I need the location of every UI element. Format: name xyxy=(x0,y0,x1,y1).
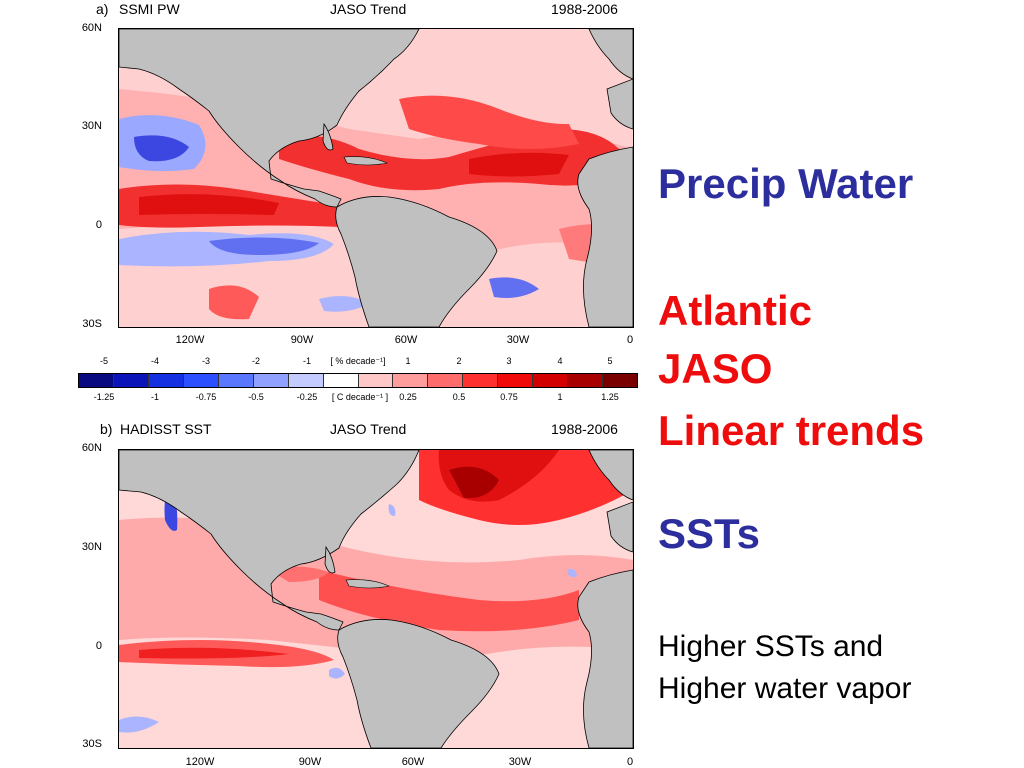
lat-label: 0 xyxy=(95,640,102,652)
lat-label: 0 xyxy=(95,219,102,231)
colorbar-tick: 4 xyxy=(557,356,563,366)
colorbar-tick: 2 xyxy=(456,356,462,366)
panel-a-title-right: 1988-2006 xyxy=(551,1,618,17)
colorbar-tick: -1.25 xyxy=(93,392,115,402)
heading-ssts: SSTs xyxy=(658,510,760,557)
colorbar-swatch xyxy=(393,374,429,387)
colorbar-swatch xyxy=(603,374,637,387)
lon-label: 60W xyxy=(394,334,418,346)
panel-b-header: b) HADISST SST JASO Trend 1988-2006 xyxy=(0,420,650,440)
panel-b-title-right: 1988-2006 xyxy=(551,421,618,437)
colorbar-tick: -4 xyxy=(150,356,160,366)
colorbar-tick: -1 xyxy=(302,356,312,366)
colorbar-unit: [ % decade⁻¹] xyxy=(330,356,386,366)
sst-trend-map xyxy=(118,449,634,749)
lon-label: 60W xyxy=(401,756,425,768)
heading-atlantic: Atlantic xyxy=(658,287,813,334)
panel-a-title-center: JASO Trend xyxy=(330,1,407,17)
colorbar-swatch xyxy=(463,374,499,387)
lat-label: 30S xyxy=(82,738,102,750)
colorbar-tick: -3 xyxy=(201,356,211,366)
panel-a-label: a) xyxy=(96,1,109,17)
colorbar-swatch xyxy=(148,374,184,387)
colorbar-swatch xyxy=(498,374,534,387)
lon-label: 120W xyxy=(185,756,215,768)
lon-label: 120W xyxy=(175,334,205,346)
colorbar-tick: 5 xyxy=(607,356,613,366)
colorbar-swatch xyxy=(323,374,359,387)
heading-precip-water: Precip Water xyxy=(658,160,914,207)
colorbar-swatch xyxy=(533,374,569,387)
colorbar-tick: 1.25 xyxy=(601,392,619,402)
colorbar-swatch xyxy=(288,374,324,387)
colorbar-swatch xyxy=(218,374,254,387)
colorbar-swatch xyxy=(183,374,219,387)
colorbar-tick: 1 xyxy=(405,356,411,366)
colorbar-tick: -0.75 xyxy=(195,392,217,402)
sst-trend-map-image xyxy=(119,450,633,748)
colorbar-tick: -0.5 xyxy=(248,392,264,402)
pw-trend-map xyxy=(118,28,634,328)
colorbar-tick: 1 xyxy=(557,392,563,402)
lat-label: 60N xyxy=(81,442,102,454)
colorbar-swatch xyxy=(428,374,464,387)
colorbar-tick: 0.25 xyxy=(399,392,417,402)
lon-label: 0 xyxy=(626,334,634,346)
panel-b-title-center: JASO Trend xyxy=(330,421,407,437)
panel-b-label: b) xyxy=(100,421,113,437)
colorbar-tick: 3 xyxy=(506,356,512,366)
panel-b-title-left: HADISST SST xyxy=(120,421,212,437)
colorbar-tick: -2 xyxy=(251,356,261,366)
colorbar-swatches xyxy=(78,373,638,388)
lon-label: 0 xyxy=(626,756,634,768)
colorbar-swatch xyxy=(568,374,604,387)
lon-label: 90W xyxy=(290,334,314,346)
heading-linear-trends: Linear trends xyxy=(658,407,925,454)
colorbar-swatch xyxy=(79,374,114,387)
panel-a-title-left: SSMI PW xyxy=(119,1,180,17)
colorbar-tick: -1 xyxy=(150,392,160,402)
colorbar-tick: -5 xyxy=(99,356,109,366)
colorbar-tick: 0.75 xyxy=(500,392,518,402)
lon-label: 90W xyxy=(298,756,322,768)
body-line-2: Higher water vapor xyxy=(658,672,912,705)
lon-label: 30W xyxy=(508,756,532,768)
colorbar-swatch xyxy=(113,374,149,387)
lat-label: 30S xyxy=(82,318,102,330)
lat-label: 60N xyxy=(81,22,102,34)
colorbar-swatch xyxy=(358,374,394,387)
body-line-1: Higher SSTs and xyxy=(658,630,884,663)
colorbar-tick: -0.25 xyxy=(296,392,318,402)
colorbar: -5 -4 -3 -2 -1 [ % decade⁻¹] 1 2 3 4 5 -… xyxy=(78,356,638,406)
colorbar-swatch xyxy=(253,374,289,387)
colorbar-tick: 0.5 xyxy=(452,392,466,402)
lon-label: 30W xyxy=(506,334,530,346)
lat-label: 30N xyxy=(81,541,102,553)
lat-label: 30N xyxy=(81,120,102,132)
panel-a-header: a) SSMI PW JASO Trend 1988-2006 xyxy=(0,0,650,20)
heading-jaso: JASO xyxy=(658,345,773,392)
colorbar-unit: [ C decade⁻¹ ] xyxy=(331,392,389,402)
pw-trend-map-image xyxy=(119,29,633,327)
